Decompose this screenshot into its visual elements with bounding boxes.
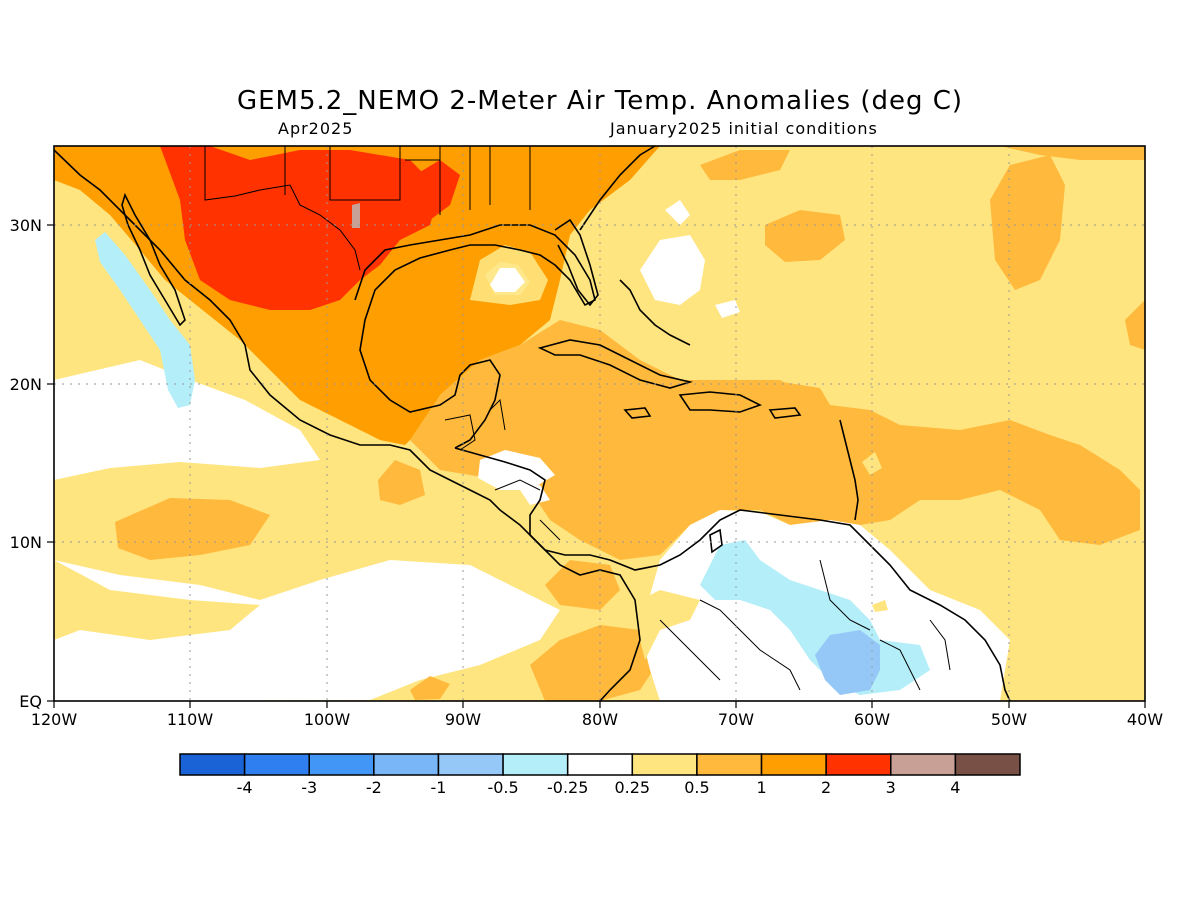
x-tick-label: 60W [854,710,890,729]
axis-ticks [47,224,1146,708]
us-mexico-border [204,146,361,271]
colorbar-swatch [566,753,634,776]
atlantic-warm-patch-4 [1125,300,1145,350]
x-tick-label: 90W [445,710,481,729]
map-title: GEM5.2_NEMO 2-Meter Air Temp. Anomalies … [236,86,964,116]
graticule [54,146,1145,701]
southeast-us-2-3-patch [415,160,460,220]
x-tick-label: 110W [167,710,214,729]
central-america-caribbean-coast [454,447,1011,701]
colorbar-swatch [890,753,957,776]
hispaniola [678,391,763,413]
colorbar-label: 2 [821,778,831,797]
colorbar-swatch [631,753,698,776]
antilles-warm-patch [862,452,882,475]
colorbar-swatch [825,753,892,776]
baja-cool-region [95,232,195,408]
colorbar-swatch [179,753,246,776]
guyana-warm-dot [872,600,888,612]
x-axis-labels: 120W 110W 100W 90W 80W 70W 60W 50W 40W [31,710,1163,729]
central-america-borders [444,398,561,541]
south-america-warm-strip [640,590,700,660]
anomaly-field [54,146,1145,701]
x-tick-label: 80W [582,710,618,729]
x-tick-label: 120W [31,710,78,729]
colorbar-swatch [502,753,569,776]
y-tick-label: EQ [19,692,42,711]
colorbar: -4 -3 -2 -1 -0.5 -0.25 0.25 0.5 1 2 3 4 [179,753,1021,797]
pacific-warm-patch-2 [378,460,425,505]
colorbar-swatch [308,753,375,776]
colorbar-label: -4 [237,778,253,797]
texas-3-4-patch [352,203,360,228]
lesser-antilles [839,419,859,521]
y-tick-label: 30N [10,216,42,235]
gulf-warm-0.5-1-region [410,320,1140,560]
atlantic-neutral-patch [640,235,705,305]
florida [554,218,599,307]
colorbar-label: -1 [430,778,446,797]
x-tick-label: 70W [718,710,754,729]
texas-mexico-2-3-region [160,146,440,310]
x-tick-label: 100W [304,710,351,729]
pacific-warm-patch-4 [410,676,450,700]
guyana-cool-0.5-1-region [815,630,880,695]
gulf-coast [354,224,596,449]
colorbar-swatch [954,753,1021,776]
forecast-month: Apr2025 [278,119,354,138]
south-america-borders [659,559,951,691]
colorbar-label: 1 [756,778,766,797]
yucatan-warm-patch [545,560,620,610]
bahamas [619,279,691,346]
us-east-coast [579,146,656,231]
lake-maracaibo [709,528,723,554]
atlantic-warm-patch-2 [990,155,1065,290]
y-tick-label: 20N [10,375,42,394]
y-tick-label: 10N [10,533,42,552]
colorbar-label: -0.5 [487,778,518,797]
cuba [537,339,694,389]
colorbar-label: -0.25 [547,778,588,797]
colorbar-label: 0.25 [614,778,650,797]
colorbar-swatch [373,753,440,776]
initial-conditions: January2025 initial conditions [610,119,878,138]
colorbar-label: -2 [366,778,382,797]
atlantic-neutral-patch-2 [665,200,690,225]
jamaica [623,407,652,419]
colorbar-label: 4 [950,778,960,797]
atlantic-neutral-patch-3 [715,300,740,318]
us-state-lines [284,146,531,215]
atlantic-warm-patch-3 [700,150,790,180]
colorbar-swatch [760,753,827,776]
colorbar-swatch [437,753,504,776]
pacific-neutral-region-south [54,560,560,701]
colorbar-label: -3 [301,778,317,797]
x-tick-label: 50W [991,710,1027,729]
gulf-neutral-core [490,268,525,292]
atlantic-warm-patch-5 [1000,146,1145,160]
pacific-warm-patch [115,498,270,560]
colorbar-label: 3 [886,778,896,797]
y-axis-labels: EQ 10N 20N 30N [10,216,42,711]
x-tick-label: 40W [1127,710,1163,729]
colorbar-swatch [243,753,310,776]
pacific-neutral-region [54,360,320,480]
colorbar-label: 0.5 [684,778,709,797]
atlantic-warm-patch [765,210,845,262]
colorbar-swatch [696,753,763,776]
mexico-pacific-coast [54,149,641,701]
puerto-rico [768,407,802,419]
pacific-warm-patch-3 [530,625,660,701]
political-borders [204,146,951,691]
